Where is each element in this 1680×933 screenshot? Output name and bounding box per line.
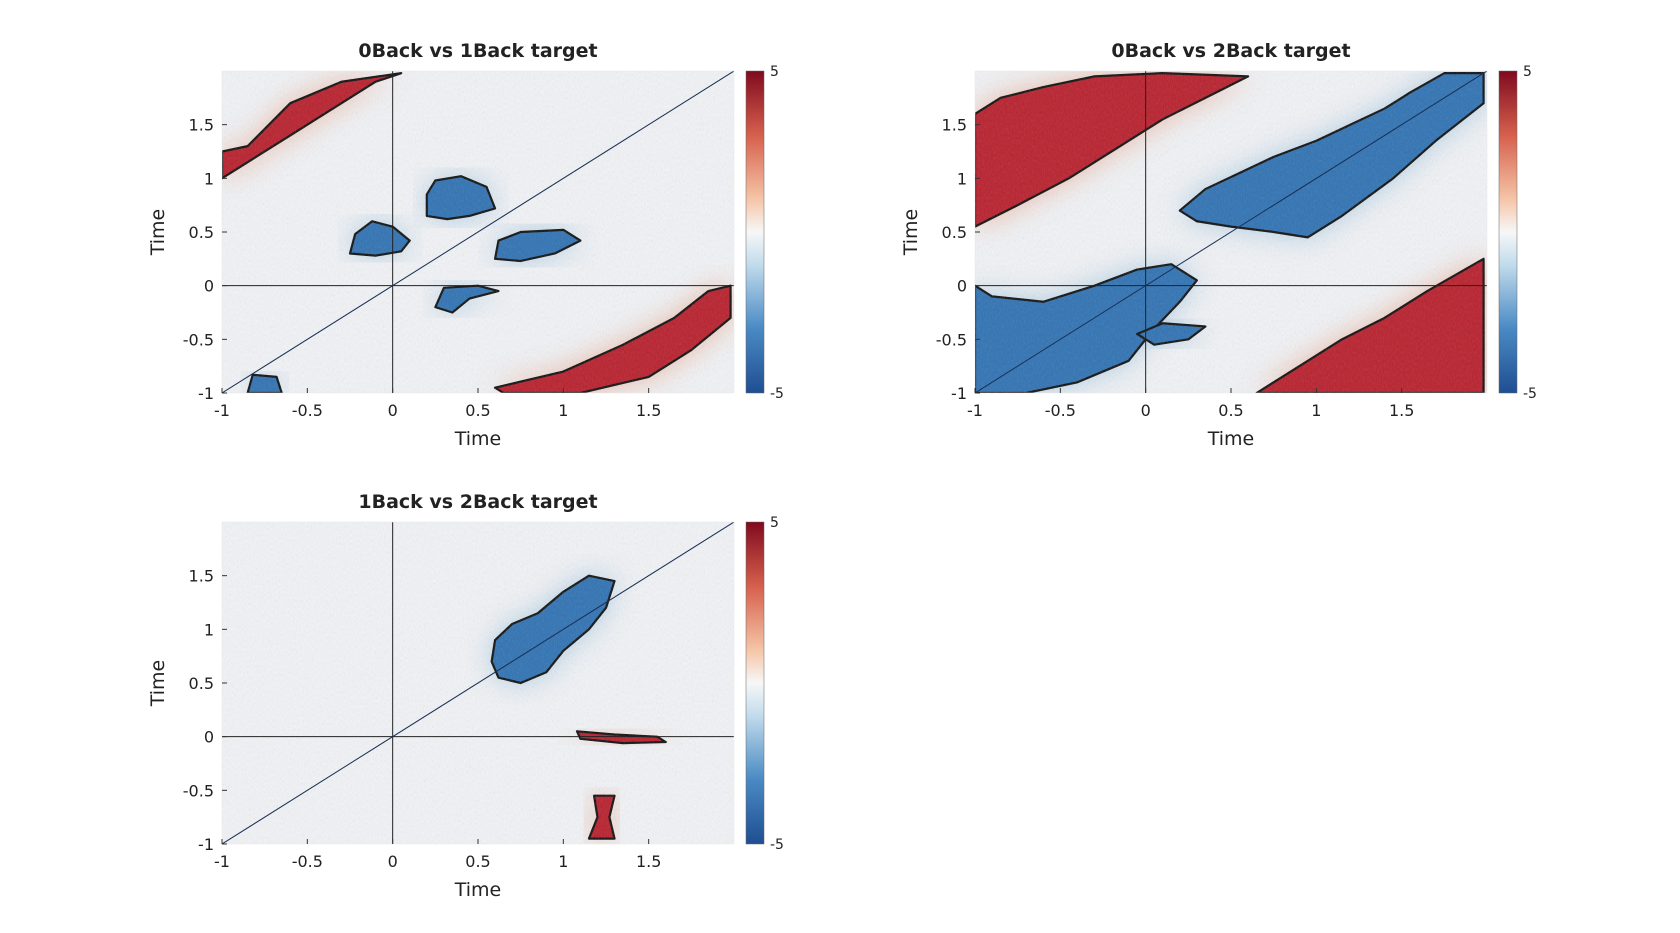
x-tick-label: 1.5: [636, 401, 661, 420]
y-axis-label: Time: [900, 209, 922, 257]
heatmap-field: [975, 71, 1487, 393]
y-tick-label: -0.5: [183, 781, 214, 800]
x-axis-label: Time: [454, 428, 502, 450]
colorbar: [1498, 70, 1518, 394]
chart-title: 0Back vs 2Back target: [1111, 40, 1350, 62]
y-tick-label: 1: [204, 620, 214, 639]
y-tick-label: 1.5: [189, 567, 214, 586]
y-tick-label: 1.5: [942, 116, 967, 135]
x-tick-label: -1: [214, 852, 230, 871]
y-tick-label: 0.5: [189, 674, 214, 693]
y-tick-label: 0.5: [942, 223, 967, 242]
chart-title: 0Back vs 1Back target: [358, 40, 597, 62]
y-tick-label: 1: [957, 169, 967, 188]
colorbar-max-label: 5: [770, 515, 779, 531]
x-tick-label: 1: [1311, 401, 1321, 420]
x-tick-label: 0: [388, 401, 398, 420]
x-tick-label: -0.5: [1045, 401, 1076, 420]
heatmap-field: [222, 71, 734, 393]
diagonal-line: [222, 71, 734, 393]
x-tick-label: -1: [214, 401, 230, 420]
colorbar: [745, 70, 765, 394]
y-axis-label: Time: [147, 209, 169, 257]
panel-1back-vs-2back: 1Back vs 2Back target -1 -0.5 0 0.5 1 1.5 -1 -0.…: [147, 491, 784, 901]
x-tick-label: 0.5: [465, 401, 490, 420]
diagonal-line: [222, 522, 734, 844]
y-tick-label: 0: [204, 728, 214, 747]
x-tick-label: -0.5: [292, 852, 323, 871]
y-tick-label: -0.5: [183, 330, 214, 349]
y-tick-label: 1.5: [189, 116, 214, 135]
x-tick-label: -1: [967, 401, 983, 420]
diagonal-line: [975, 71, 1487, 393]
y-tick-label: -1: [951, 384, 967, 403]
panel-0back-vs-1back: 0Back vs 1Back target -1 -0.5 0 0.5 1 1.5 -1 -0.…: [147, 40, 784, 450]
x-axis-label: Time: [454, 879, 502, 901]
colorbar-min-label: -5: [770, 386, 784, 402]
x-tick-label: 1: [558, 401, 568, 420]
chart-title: 1Back vs 2Back target: [358, 491, 597, 513]
x-tick-label: 1: [558, 852, 568, 871]
x-tick-label: 0: [1141, 401, 1151, 420]
y-tick-label: 0.5: [189, 223, 214, 242]
colorbar-min-label: -5: [770, 837, 784, 853]
x-tick-label: 1.5: [636, 852, 661, 871]
y-tick-label: 0: [204, 277, 214, 296]
x-tick-label: 0.5: [465, 852, 490, 871]
y-axis-label: Time: [147, 660, 169, 708]
y-tick-label: 0: [957, 277, 967, 296]
y-tick-label: 1: [204, 169, 214, 188]
colorbar-max-label: 5: [1523, 64, 1532, 80]
x-tick-label: 1.5: [1389, 401, 1414, 420]
panel-0back-vs-2back: 0Back vs 2Back target -1 -0.5 0 0.5 1 1.5 -1 -0.…: [900, 40, 1537, 450]
x-tick-label: 0: [388, 852, 398, 871]
y-tick-label: -1: [198, 384, 214, 403]
y-tick-label: -0.5: [936, 330, 967, 349]
colorbar-min-label: -5: [1523, 386, 1537, 402]
x-tick-label: -0.5: [292, 401, 323, 420]
colorbar-max-label: 5: [770, 64, 779, 80]
heatmap-field: [222, 522, 734, 844]
x-axis-label: Time: [1207, 428, 1255, 450]
y-tick-label: -1: [198, 835, 214, 854]
colorbar: [745, 521, 765, 845]
x-tick-label: 0.5: [1218, 401, 1243, 420]
